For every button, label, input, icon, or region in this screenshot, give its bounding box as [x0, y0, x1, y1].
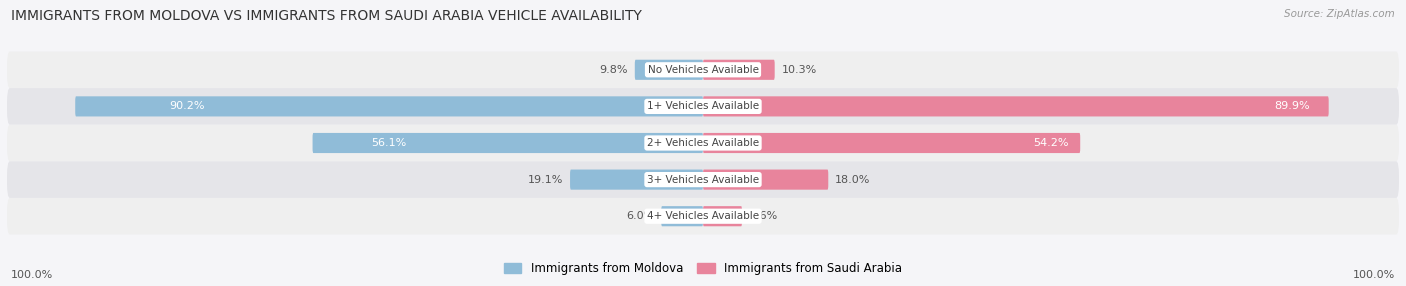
- FancyBboxPatch shape: [634, 60, 703, 80]
- Text: 6.0%: 6.0%: [626, 211, 654, 221]
- FancyBboxPatch shape: [703, 170, 828, 190]
- Text: 10.3%: 10.3%: [782, 65, 817, 75]
- FancyBboxPatch shape: [703, 96, 1329, 116]
- Text: IMMIGRANTS FROM MOLDOVA VS IMMIGRANTS FROM SAUDI ARABIA VEHICLE AVAILABILITY: IMMIGRANTS FROM MOLDOVA VS IMMIGRANTS FR…: [11, 9, 643, 23]
- Text: 89.9%: 89.9%: [1274, 102, 1310, 111]
- Legend: Immigrants from Moldova, Immigrants from Saudi Arabia: Immigrants from Moldova, Immigrants from…: [499, 258, 907, 280]
- Text: 4+ Vehicles Available: 4+ Vehicles Available: [647, 211, 759, 221]
- FancyBboxPatch shape: [569, 170, 703, 190]
- Text: 56.1%: 56.1%: [371, 138, 406, 148]
- Text: 18.0%: 18.0%: [835, 175, 870, 184]
- FancyBboxPatch shape: [76, 96, 703, 116]
- FancyBboxPatch shape: [703, 206, 742, 226]
- Text: 3+ Vehicles Available: 3+ Vehicles Available: [647, 175, 759, 184]
- Text: 19.1%: 19.1%: [527, 175, 564, 184]
- FancyBboxPatch shape: [7, 125, 1399, 161]
- Text: 1+ Vehicles Available: 1+ Vehicles Available: [647, 102, 759, 111]
- FancyBboxPatch shape: [7, 88, 1399, 125]
- Text: 100.0%: 100.0%: [11, 270, 53, 280]
- FancyBboxPatch shape: [661, 206, 703, 226]
- Text: 9.8%: 9.8%: [599, 65, 628, 75]
- Text: No Vehicles Available: No Vehicles Available: [648, 65, 758, 75]
- Text: 5.6%: 5.6%: [749, 211, 778, 221]
- Text: 90.2%: 90.2%: [169, 102, 205, 111]
- Text: 54.2%: 54.2%: [1033, 138, 1069, 148]
- FancyBboxPatch shape: [312, 133, 703, 153]
- FancyBboxPatch shape: [703, 133, 1080, 153]
- FancyBboxPatch shape: [7, 198, 1399, 235]
- FancyBboxPatch shape: [7, 51, 1399, 88]
- Text: 100.0%: 100.0%: [1353, 270, 1395, 280]
- Text: Source: ZipAtlas.com: Source: ZipAtlas.com: [1284, 9, 1395, 19]
- FancyBboxPatch shape: [703, 60, 775, 80]
- FancyBboxPatch shape: [7, 161, 1399, 198]
- Text: 2+ Vehicles Available: 2+ Vehicles Available: [647, 138, 759, 148]
